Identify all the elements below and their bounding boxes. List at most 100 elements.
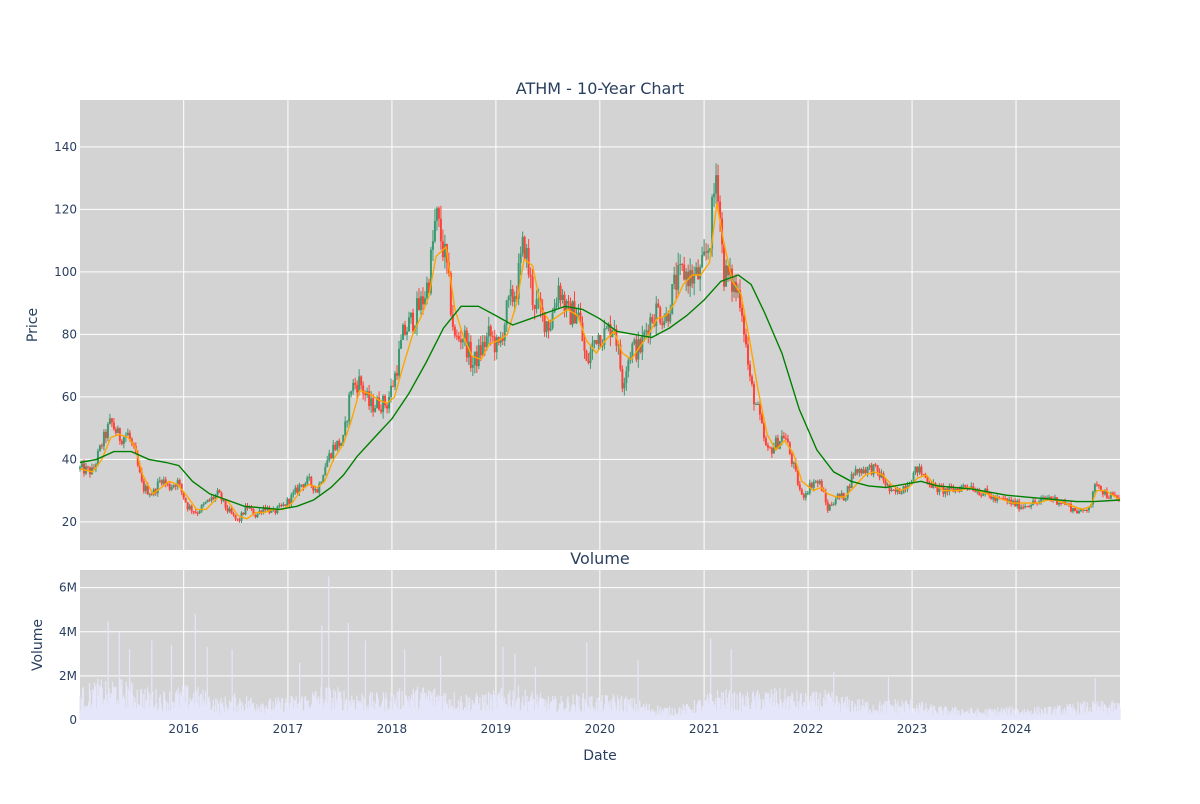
volume-bar (581, 711, 583, 720)
volume-bar (1062, 709, 1064, 720)
volume-bar (992, 709, 994, 720)
candle-up-body (188, 506, 191, 510)
candle-up-body (286, 498, 289, 506)
volume-bar (250, 697, 252, 720)
volume-bar (552, 700, 555, 720)
volume-bar (910, 699, 913, 720)
volume-bar (299, 662, 301, 720)
candle-down-body (479, 345, 482, 356)
volume-bar (697, 702, 699, 720)
candle-down-body (723, 244, 726, 287)
volume-bar (786, 697, 789, 720)
volume-bar (831, 692, 833, 720)
volume-bar (201, 704, 203, 720)
candle-up-body (589, 351, 592, 363)
volume-bar (431, 692, 433, 720)
volume-bar (650, 712, 652, 720)
volume-bar (336, 698, 338, 720)
volume-bar (315, 691, 317, 720)
volume-bar (415, 690, 417, 720)
volume-bar (109, 693, 111, 720)
volume-bar (800, 693, 802, 720)
volume-bar (392, 708, 394, 720)
volume-bar (307, 700, 309, 720)
candle-up-body (1079, 508, 1082, 511)
volume-bar (584, 698, 586, 720)
volume-bar (322, 707, 325, 720)
candle-down-body (212, 497, 215, 499)
volume-bar (108, 688, 110, 720)
candle-down-body (178, 479, 181, 484)
volume-bar (984, 709, 986, 720)
volume-bar (1109, 705, 1111, 720)
candle-down-body (1085, 509, 1088, 511)
volume-bar (1115, 709, 1118, 720)
volume-bar (651, 709, 653, 720)
candle-down-body (599, 335, 602, 347)
volume-bar (1050, 706, 1052, 720)
candle-up-body (792, 462, 795, 465)
candle-up-body (908, 484, 911, 486)
volume-bar (525, 702, 527, 720)
volume-bar (469, 711, 472, 720)
volume-bar (545, 700, 547, 720)
volume-bar (197, 687, 199, 720)
volume-bar (92, 689, 94, 720)
volume-bar (688, 706, 690, 720)
candle-down-body (1097, 485, 1100, 487)
volume-bar (808, 704, 810, 720)
volume-bar (839, 704, 841, 720)
volume-bar (709, 693, 711, 720)
volume-bar (86, 706, 88, 720)
volume-bar (350, 706, 352, 720)
volume-bar (481, 694, 484, 720)
volume-bar (707, 698, 709, 720)
volume-bar (622, 709, 624, 720)
volume-bar (162, 711, 164, 720)
candle-up-body (122, 437, 125, 444)
volume-bar (997, 707, 999, 720)
volume-bar (751, 692, 754, 720)
volume-bar (410, 694, 413, 720)
candle-up-body (505, 300, 508, 325)
volume-bar (589, 709, 591, 720)
volume-bar (479, 697, 481, 720)
volume-bar (323, 702, 326, 720)
volume-bar (983, 714, 985, 720)
volume-bar (249, 699, 251, 720)
volume-bar (99, 686, 102, 720)
volume-bar (387, 710, 389, 720)
volume-bar (1044, 707, 1046, 720)
candle-up-body (270, 509, 273, 513)
volume-bar (895, 703, 897, 720)
candle-down-body (208, 499, 211, 501)
volume-bar (325, 687, 327, 720)
volume-bar (481, 709, 483, 720)
candle-down-body (651, 317, 654, 323)
candle-down-body (892, 489, 895, 491)
volume-bar (1077, 702, 1079, 720)
volume-bar (175, 690, 178, 720)
volume-bar (243, 711, 245, 720)
volume-bar (912, 708, 914, 720)
volume-bar (411, 700, 414, 720)
volume-bar (148, 707, 150, 720)
volume-bar (732, 693, 734, 720)
candle-up-body (912, 472, 915, 483)
volume-bar (870, 712, 872, 720)
candle-down-body (284, 504, 287, 506)
volume-bar (290, 695, 292, 720)
volume-bar (1088, 711, 1090, 720)
volume-bar (233, 711, 235, 720)
volume-bar (403, 704, 405, 720)
volume-bar (735, 709, 737, 720)
volume-bar (1106, 713, 1108, 720)
candle-up-body (156, 481, 159, 494)
volume-bar (236, 705, 238, 720)
volume-bar (1006, 715, 1008, 720)
volume-bar (745, 707, 748, 720)
volume-bar (223, 712, 226, 720)
candle-down-body (667, 313, 670, 322)
volume-bar (769, 697, 772, 720)
volume-bar (151, 640, 153, 720)
